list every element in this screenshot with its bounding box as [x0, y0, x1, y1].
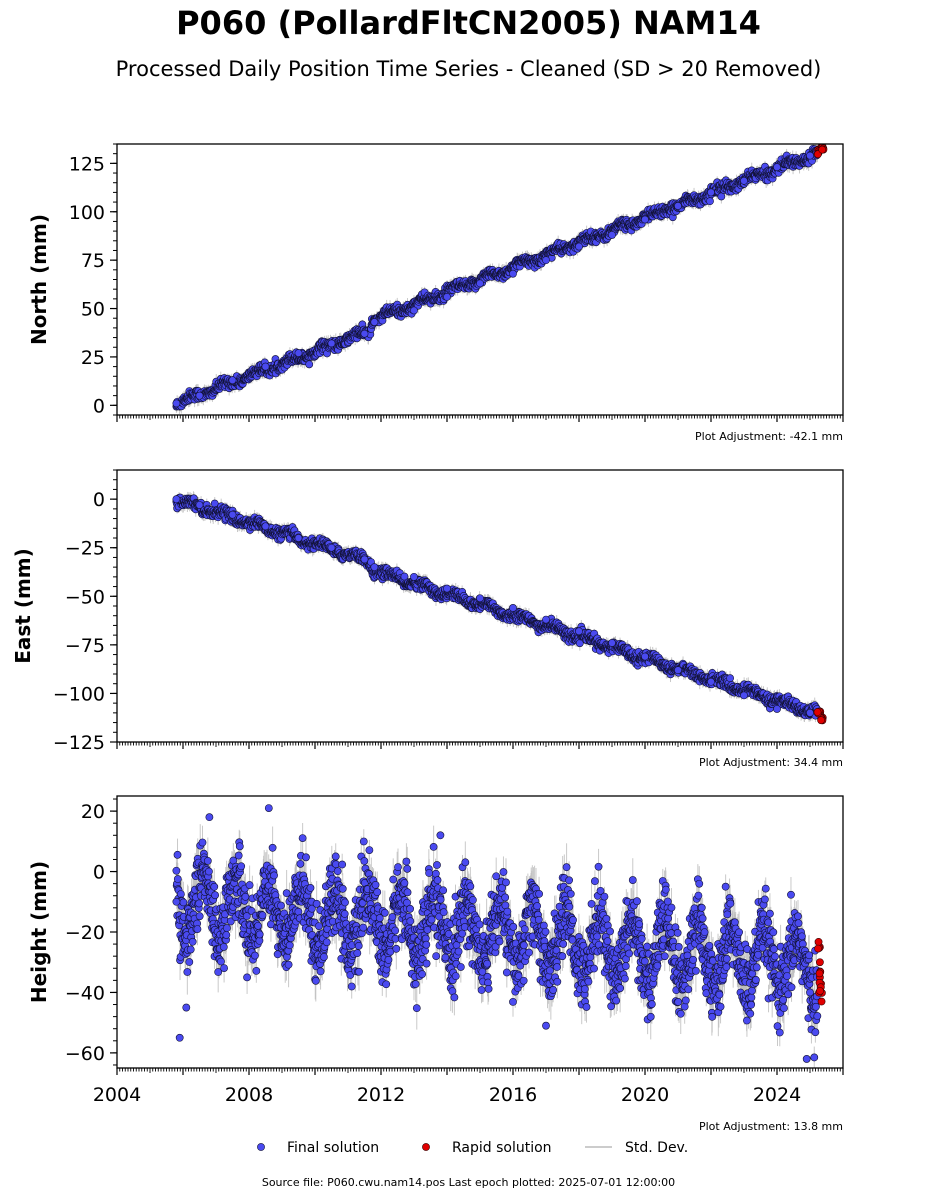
- final-point: [305, 360, 314, 369]
- final-point: [509, 269, 517, 278]
- final-point: [706, 197, 714, 206]
- y-tick-label: 50: [81, 299, 105, 321]
- final-point: [542, 256, 550, 265]
- final-point: [360, 329, 369, 338]
- final-point: [674, 202, 682, 210]
- chart-subtitle: Processed Daily Position Time Series - C…: [115, 57, 822, 81]
- y-tick-label: 25: [81, 347, 105, 369]
- y-tick-label: 0: [93, 395, 105, 417]
- y-axis-label: North (mm): [27, 214, 51, 345]
- plot-area: [172, 491, 827, 725]
- final-point: [228, 376, 237, 385]
- final-point: [327, 339, 336, 348]
- final-point: [443, 293, 451, 301]
- panel-1: 0 25 50 75 100 125 North (mm) Plot Adjustment: …: [27, 143, 844, 443]
- x-axis: [116, 415, 844, 422]
- rapid-point: [818, 145, 827, 154]
- final-point: [410, 306, 418, 315]
- final-point: [740, 176, 748, 185]
- final-point: [641, 215, 649, 224]
- y-tick-label: 125: [69, 153, 105, 175]
- final-point: [773, 163, 781, 172]
- final-point: [172, 399, 181, 408]
- final-point: [608, 231, 616, 239]
- final-point: [294, 349, 303, 357]
- rapid-points: [813, 144, 828, 159]
- final-point: [575, 242, 583, 251]
- final-point: [476, 279, 484, 288]
- final-points: [172, 144, 822, 411]
- y-tick-label: 100: [69, 202, 105, 224]
- plot-adjustment-note: Plot Adjustment: -42.1 mm: [695, 430, 843, 443]
- y-tick-label: 75: [81, 250, 105, 272]
- final-point: [370, 318, 379, 326]
- plot-area: [172, 144, 828, 414]
- final-point: [806, 151, 814, 160]
- chart-title: P060 (PollardFltCN2005) NAM14: [176, 4, 761, 42]
- final-point: [195, 391, 204, 400]
- final-point: [261, 362, 270, 371]
- y-axis: 0 25 50 75 100 125: [69, 143, 117, 417]
- final-point: [707, 188, 715, 197]
